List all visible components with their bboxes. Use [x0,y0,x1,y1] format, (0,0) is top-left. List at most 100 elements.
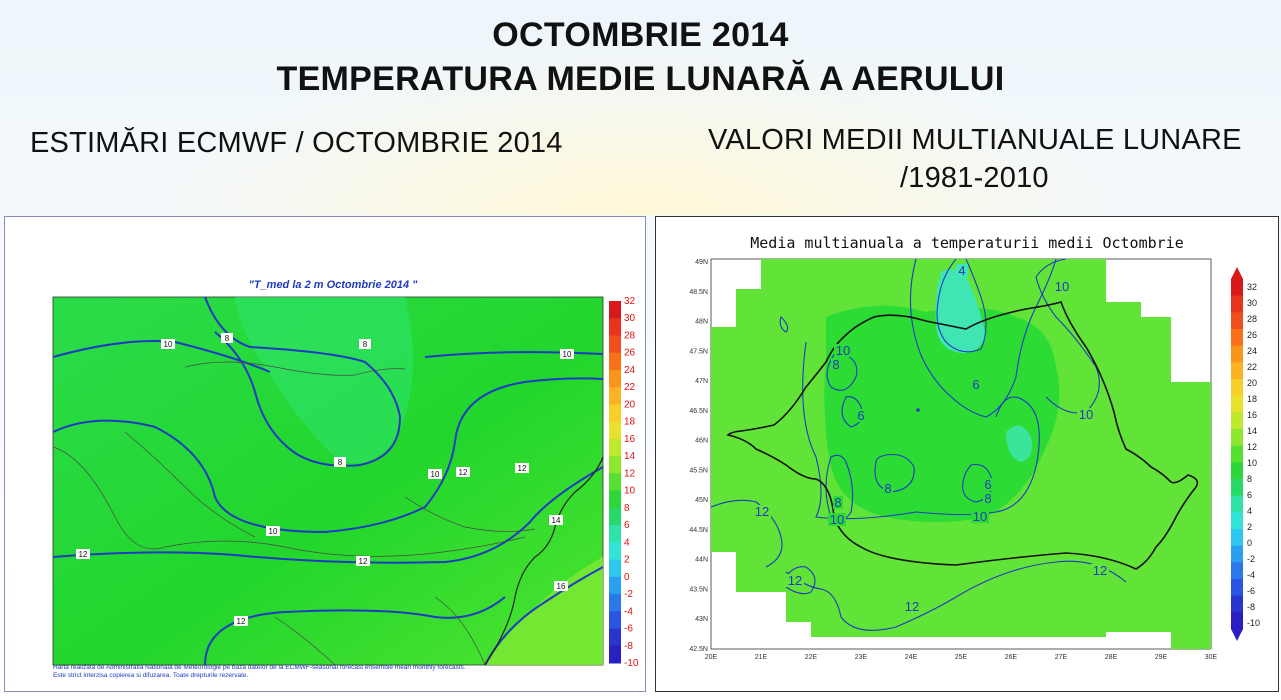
ecmwf-contour-label: 12 [237,617,246,626]
climatology-contour-label: 10 [830,512,844,527]
colorbar-segment [609,404,621,423]
colorbar-segment [609,421,621,440]
longitude-label: 29E [1155,654,1168,661]
colorbar-segment [609,576,621,595]
latitude-label: 46.5N [689,408,708,415]
latitude-label: 43.5N [689,586,708,593]
latitude-label: 47N [695,378,708,385]
colorbar-tick-label: 18 [1247,394,1257,404]
colorbar-segment [1231,579,1243,597]
colorbar-tick-label: 20 [624,399,636,410]
left-panel-heading: ESTIMĂRI ECMWF / OCTOMBRIE 2014 [30,127,563,159]
colorbar-tick-label: 6 [624,520,630,531]
climatology-map-title: Media multianuala a temperaturii medii O… [750,234,1184,252]
latitude-label: 47.5N [689,348,708,355]
climatology-contour-label: 8 [834,495,841,510]
footnote-line-2: Este strict interzisa copierea si difuza… [53,672,249,679]
colorbar-segment [609,594,621,612]
longitude-label: 27E [1055,654,1068,661]
colorbar-segment [609,473,621,492]
climatology-map-figure: 4 10 10 8 6 6 10 8 8 6 8 10 12 12 12 12 … [689,258,1260,661]
colorbar-segment [1231,429,1243,447]
colorbar-segment [609,628,621,647]
climatology-fields [711,259,1211,649]
colorbar-segment [609,559,621,578]
colorbar-tick-label: 14 [624,451,636,462]
colorbar-tick-label: 24 [1247,346,1257,356]
colorbar-tick-label: 26 [624,348,636,359]
colorbar-segment [1231,279,1243,297]
black-sea-coast [484,456,604,666]
climatology-contour-label: 12 [788,573,802,588]
colorbar-tick-label: 16 [1247,410,1257,420]
colorbar-segment [609,301,621,319]
latitude-labels: 49N 48.5N 48N 47.5N 47N 46.5N 46N 45.5N 45N 44.5N… [689,259,708,653]
latitude-label: 44N [695,557,708,564]
colorbar-segment [1231,312,1243,330]
colorbar-tick-label: 10 [624,486,636,497]
ecmwf-map-panel: "T_med la 2 m Octombrie 2014 " [4,216,646,692]
colorbar-segment [609,456,621,474]
longitude-label: 23E [855,654,868,661]
colorbar-tick-label: 22 [624,382,636,393]
colorbar-tick-label: 16 [624,434,636,445]
climatology-contour-label: 12 [1093,563,1107,578]
latitude-label: 49N [695,259,708,266]
ecmwf-contour-label: 10 [431,470,440,479]
ecmwf-contour-label: 8 [225,334,230,343]
colorbar-tick-label: 28 [1247,314,1257,324]
cold-region [935,269,986,353]
colorbar-segment [1231,595,1243,613]
colorbar-tick-label: 30 [1247,298,1257,308]
cool-region [235,297,413,464]
ecmwf-contour-label: 12 [518,464,527,473]
ecmwf-contour-label: 8 [363,340,368,349]
colorbar-tick-label: 28 [624,330,636,341]
colorbar-segment [609,611,621,630]
land-green [824,305,1060,522]
colorbar-segment [1231,512,1243,530]
colorbar-tick-label: 12 [624,468,636,479]
colorbar-segment [1231,462,1243,480]
climatology-colorbar [1231,267,1243,641]
colorbar-segment [609,369,621,388]
climatology-contour-label: 6 [857,408,864,423]
latitude-label: 45.5N [689,467,708,474]
colorbar-segment [1231,345,1243,363]
climatology-contour-label: 8 [984,491,991,506]
colorbar-tick-label: 10 [1247,458,1257,468]
right-panel-heading: VALORI MEDII MULTIANUALE LUNARE [708,124,1242,156]
colorbar-tick-label: -2 [624,589,633,600]
climatology-contour-label: 12 [905,599,919,614]
latitude-label: 46N [695,438,708,445]
latitude-label: 48N [695,319,708,326]
colorbar-tick-label: -10 [624,658,639,669]
ecmwf-borders [52,361,536,666]
ecmwf-contour-label: 10 [269,527,278,536]
colorbar-tick-label: -2 [1247,554,1255,564]
colorbar-tick-label: 12 [1247,442,1257,452]
latitude-label: 43N [695,616,708,623]
colorbar-tick-label: 14 [1247,426,1257,436]
colorbar-segment [1231,412,1243,430]
background-decoration [0,0,1281,215]
ecmwf-map-title: "T_med la 2 m Octombrie 2014 " [248,279,418,291]
ecmwf-contour-label: 14 [552,516,561,525]
longitude-label: 24E [905,654,918,661]
latitude-label: 42.5N [689,646,708,653]
longitude-label: 21E [755,654,768,661]
colorbar-tick-label: -8 [1247,602,1255,612]
colorbar-segment [609,318,621,336]
latitude-label: 48.5N [689,289,708,296]
colorbar-segment [609,645,621,664]
colorbar-tick-label: -10 [1247,618,1260,628]
colorbar-tick-label: -6 [1247,586,1255,596]
colorbar-tick-label: 18 [624,417,636,428]
footnote-line-1: Harta realizata de Administratia Nationa… [53,664,466,671]
colorbar-segment [609,387,621,405]
colorbar-tick-label: 32 [1247,282,1257,292]
longitude-label: 25E [955,654,968,661]
colorbar-tick-label: -4 [624,606,633,617]
colorbar-segment [609,335,621,354]
